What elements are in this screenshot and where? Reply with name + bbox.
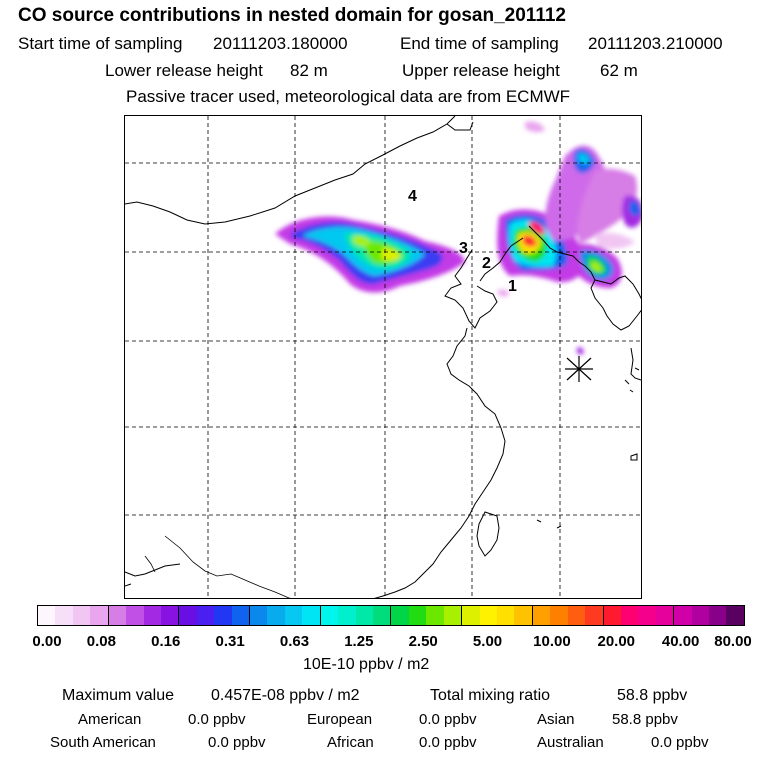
- color-swatch: [320, 606, 339, 625]
- end-time-value: 20111203.210000: [588, 34, 723, 53]
- color-swatch: [231, 606, 251, 625]
- color-swatch: [550, 606, 568, 625]
- color-scale-tick-label: 0.00: [32, 633, 62, 650]
- color-scale-tick-label: 40.00: [661, 633, 700, 650]
- color-swatch: [38, 606, 56, 625]
- color-swatch: [250, 606, 268, 625]
- region-label-1: 1: [508, 278, 517, 295]
- color-scale-tick-label: 0.31: [215, 633, 245, 650]
- concentration-field: [275, 121, 641, 355]
- region-label-3: 3: [459, 240, 468, 257]
- color-swatch: [55, 606, 73, 625]
- color-scale-units: 10E-10 ppbv / m2: [303, 656, 430, 673]
- color-swatch: [338, 606, 356, 625]
- color-swatch: [496, 606, 515, 625]
- color-swatch: [160, 606, 180, 625]
- color-scale-tick-label: 0.08: [86, 633, 116, 650]
- lower-release-label: Lower release height: [105, 61, 263, 80]
- australian-label: Australian: [537, 734, 604, 751]
- color-swatch: [567, 606, 586, 625]
- south-american-label: South American: [50, 734, 156, 751]
- color-swatch: [443, 606, 463, 625]
- color-swatch: [674, 606, 692, 625]
- lower-release-value: 82 m: [290, 61, 328, 80]
- national-borders: [144, 535, 291, 598]
- south-american-value: 0.0 ppbv: [208, 734, 266, 751]
- region-label-2: 2: [482, 255, 491, 272]
- color-scale-tick-label: 1.25: [344, 633, 374, 650]
- coastlines: [125, 116, 641, 598]
- upper-release-value: 62 m: [600, 61, 638, 80]
- tracer-note: Passive tracer used, meteorological data…: [126, 87, 571, 106]
- color-swatch: [284, 606, 303, 625]
- color-swatch: [532, 606, 551, 625]
- color-swatch: [108, 606, 127, 625]
- max-value: 0.457E-08 ppbv / m2: [211, 687, 360, 704]
- asian-value: 58.8 ppbv: [612, 711, 678, 728]
- asian-label: Asian: [537, 711, 575, 728]
- color-swatch: [391, 606, 409, 625]
- color-swatch: [620, 606, 639, 625]
- color-swatch: [72, 606, 91, 625]
- color-swatch: [603, 606, 621, 625]
- color-swatch: [267, 606, 285, 625]
- asterisk-receptor-marker-icon: [565, 356, 593, 382]
- region-label-4: 4: [408, 188, 417, 205]
- end-time-label: End time of sampling: [400, 34, 559, 53]
- color-swatch: [214, 606, 232, 625]
- map-canvas: [125, 116, 641, 598]
- color-swatch: [426, 606, 444, 625]
- color-swatch: [373, 606, 392, 625]
- color-swatch: [302, 606, 321, 625]
- color-swatch: [462, 606, 480, 625]
- upper-release-label: Upper release height: [402, 61, 560, 80]
- color-swatch: [638, 606, 656, 625]
- color-swatch: [514, 606, 533, 625]
- plot-title: CO source contributions in nested domain…: [18, 5, 566, 26]
- start-time-value: 20111203.180000: [213, 34, 348, 53]
- color-swatch: [408, 606, 427, 625]
- color-scale-tick-label: 0.16: [151, 633, 181, 650]
- color-scale-bar: [37, 605, 745, 626]
- color-scale-tick-label: 10.00: [533, 633, 571, 650]
- african-label: African: [327, 734, 374, 751]
- color-swatch: [143, 606, 161, 625]
- european-value: 0.0 ppbv: [419, 711, 477, 728]
- color-scale-tick-label: 0.63: [279, 633, 310, 650]
- total-mixing-label: Total mixing ratio: [430, 687, 551, 704]
- max-value-label: Maximum value: [62, 687, 175, 704]
- lat-lon-grid: [125, 116, 641, 598]
- total-mixing-value: 58.8 ppbv: [617, 687, 688, 704]
- color-swatch: [726, 606, 744, 625]
- australian-value: 0.0 ppbv: [651, 734, 709, 751]
- color-scale-tick-label: 2.50: [408, 633, 438, 650]
- color-swatch: [691, 606, 710, 625]
- african-value: 0.0 ppbv: [419, 734, 477, 751]
- color-swatch: [655, 606, 675, 625]
- american-label: American: [78, 711, 142, 728]
- color-scale-tick-label: 5.00: [472, 633, 503, 650]
- color-swatch: [126, 606, 144, 625]
- color-swatch: [585, 606, 604, 625]
- color-swatch: [196, 606, 215, 625]
- american-value: 0.0 ppbv: [188, 711, 246, 728]
- color-swatch: [90, 606, 109, 625]
- color-swatch: [709, 606, 727, 625]
- color-scale-tick-label: 80.00: [714, 633, 752, 650]
- color-swatch: [179, 606, 197, 625]
- color-scale-tick-label: 20.00: [597, 633, 636, 650]
- start-time-label: Start time of sampling: [18, 34, 183, 53]
- map-panel: 4 3 2 1: [124, 115, 642, 599]
- color-swatch: [355, 606, 374, 625]
- color-swatch: [479, 606, 497, 625]
- european-label: European: [307, 711, 373, 728]
